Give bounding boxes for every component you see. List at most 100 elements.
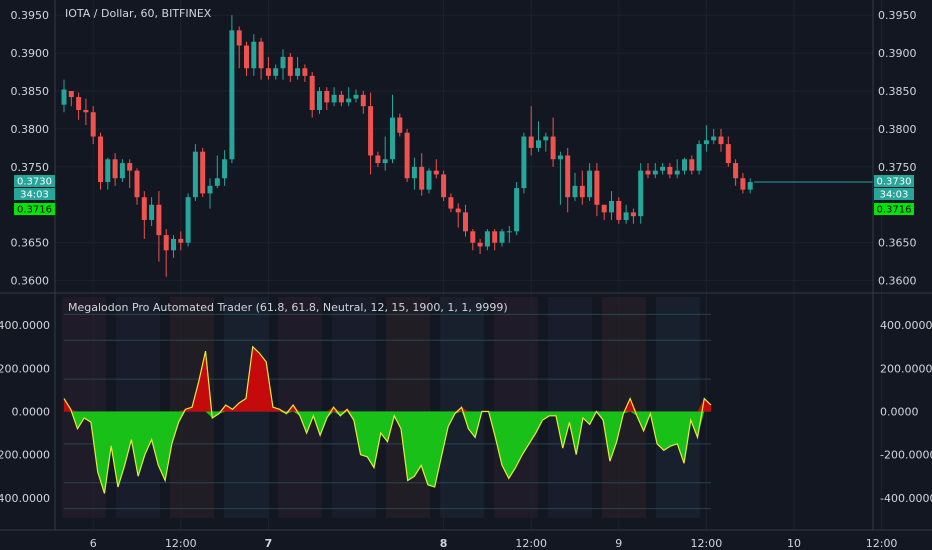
candle-body [309, 75, 315, 110]
candle [163, 229, 169, 277]
candle-body [514, 188, 520, 232]
candle [134, 168, 140, 205]
candle [733, 159, 739, 186]
svg-text:34:03: 34:03 [880, 190, 909, 201]
candle [346, 87, 352, 107]
candle [652, 163, 658, 179]
candle [609, 191, 614, 220]
candle [484, 229, 490, 251]
candle-body [492, 231, 498, 243]
candle [696, 140, 702, 175]
candle [448, 193, 454, 213]
candle [338, 91, 344, 107]
indicator-band [494, 297, 538, 518]
indicator-tick-label: 0.0000 [12, 406, 51, 419]
price-tick-label: 0.3950 [11, 9, 50, 22]
candle-body [660, 166, 666, 171]
candle-body [645, 170, 651, 175]
candle [222, 150, 228, 186]
candle [295, 56, 301, 80]
candle [521, 132, 527, 194]
candle [127, 159, 133, 189]
price-pane[interactable] [61, 15, 753, 277]
candle [718, 128, 724, 152]
low-price-tag-right: 0.3716 [874, 203, 914, 216]
candle-body [404, 132, 410, 179]
price-tick-label: 0.3850 [11, 85, 50, 98]
candle [725, 136, 731, 167]
candle-body [171, 238, 176, 251]
candle-body [747, 182, 753, 190]
candle [353, 89, 359, 103]
candle [280, 49, 286, 80]
candle-body [623, 212, 629, 220]
candle-body [134, 170, 140, 198]
indicator-line [63, 345, 712, 494]
candle [433, 159, 439, 179]
indicator-axis-left[interactable]: 400.0000 200.0000 0.0000 -200.0000 -400.0000 [0, 319, 50, 505]
candle [492, 229, 498, 251]
candle-body [711, 136, 717, 141]
candle [382, 136, 388, 171]
time-axis[interactable]: 6 12:00 7 8 12:00 9 12:00 10 12:00 [90, 537, 898, 550]
svg-text:0.3716: 0.3716 [17, 205, 52, 216]
candle-body [258, 41, 264, 69]
price-tick-label: 0.3950 [878, 9, 917, 22]
candle-body [68, 91, 74, 98]
price-axis-right[interactable]: 0.3950 0.3900 0.3850 0.3800 0.3750 0.3650 0.36… [878, 9, 917, 287]
candle [689, 155, 695, 175]
candle [463, 204, 468, 237]
candle-body [682, 159, 687, 171]
candle [207, 178, 213, 209]
candle-body [127, 163, 133, 171]
candle-body [207, 185, 213, 194]
candle-body [302, 68, 308, 76]
candle [557, 151, 563, 205]
price-tick-label: 0.3800 [878, 123, 917, 136]
candle-body [441, 174, 447, 198]
candle-body [105, 159, 111, 183]
candle-body [273, 68, 279, 76]
candle [178, 231, 184, 251]
candle [273, 64, 279, 80]
candle-body [594, 170, 600, 205]
time-tick-label: 8 [440, 537, 448, 550]
candle-body [397, 117, 403, 133]
candle [674, 159, 680, 179]
candle-body [280, 56, 286, 69]
candle-body [119, 163, 125, 179]
candle [324, 87, 330, 110]
candle-body [295, 68, 301, 76]
candle [623, 204, 629, 224]
candle [660, 163, 666, 175]
indicator-axis-right[interactable]: 400.0000 200.0000 0.0000 -200.0000 -400.0000 [880, 319, 932, 505]
indicator-tick-label: -200.0000 [880, 449, 932, 462]
candle-body [287, 56, 293, 76]
candle-body [470, 231, 476, 243]
price-axis-left[interactable]: 0.3950 0.3900 0.3850 0.3800 0.3750 0.3650 0.36… [11, 9, 50, 287]
candle-body [667, 166, 673, 175]
candle [579, 170, 585, 205]
current-price-tag-left: 0.3730 [14, 175, 55, 188]
indicator-band [548, 297, 592, 518]
price-tick-label: 0.3650 [11, 237, 50, 250]
candle-body [455, 208, 461, 213]
indicator-tick-label: 0.0000 [880, 406, 919, 419]
indicator-pane[interactable] [63, 313, 712, 510]
indicator-tick-label: 200.0000 [880, 362, 932, 375]
candle-body [601, 204, 607, 213]
candle-body [419, 166, 425, 190]
svg-text:0.3730: 0.3730 [877, 177, 912, 188]
time-tick-label: 12:00 [165, 537, 197, 550]
candle-body [543, 136, 549, 141]
candle-body [229, 30, 235, 160]
candle [470, 229, 476, 251]
candle-body [674, 170, 680, 175]
candle [572, 172, 578, 201]
candle-body [484, 231, 490, 247]
candle-body [375, 155, 381, 164]
indicator-band [332, 297, 376, 518]
candle [309, 72, 315, 118]
candle [265, 56, 271, 80]
indicator-tick-label: 200.0000 [0, 362, 50, 375]
